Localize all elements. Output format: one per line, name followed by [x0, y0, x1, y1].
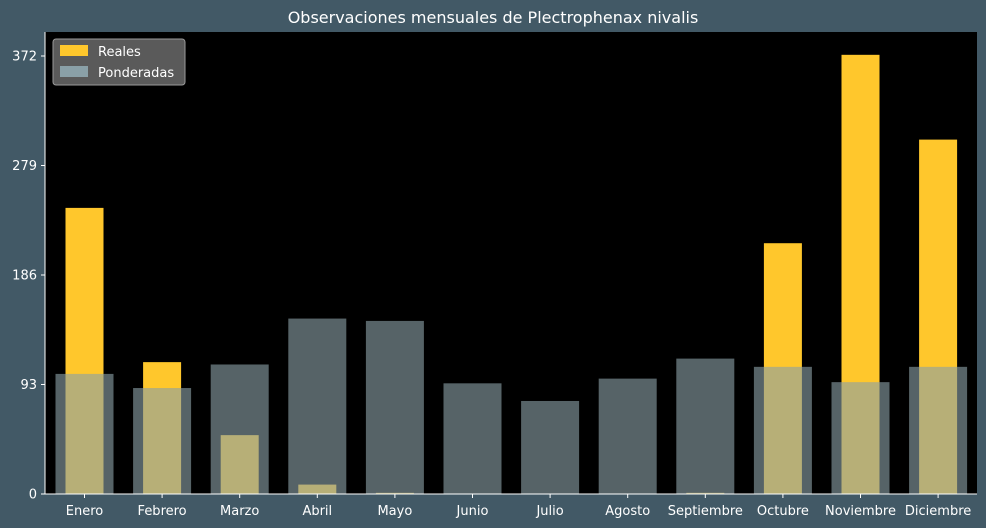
legend-swatch-ponderadas	[60, 66, 88, 77]
legend: Reales Ponderadas	[52, 38, 186, 86]
x-tick-label-mayo: Mayo	[377, 504, 412, 519]
x-tick-label-julio: Julio	[535, 504, 563, 519]
bar-ponderadas-agosto	[598, 378, 657, 494]
x-tick-label-diciembre: Diciembre	[905, 504, 971, 519]
bar-ponderadas-enero	[55, 373, 114, 494]
x-tick-label-octubre: Octubre	[757, 504, 809, 519]
bar-ponderadas-abril	[288, 318, 347, 494]
x-tick-label-enero: Enero	[66, 504, 104, 519]
plot-area	[45, 32, 977, 494]
series-ponderadas-bars	[55, 318, 968, 494]
y-tick-label-279: 279	[12, 159, 37, 174]
bar-ponderadas-julio	[521, 400, 580, 494]
bar-ponderadas-febrero	[133, 388, 192, 494]
x-tick-label-septiembre: Septiembre	[668, 504, 743, 519]
x-tick-label-noviembre: Noviembre	[825, 504, 896, 519]
axes: 0 93 186 279 372 Enero Febrero Marzo Abril Mayo Ju…	[12, 32, 977, 519]
y-tick-label-372: 372	[12, 50, 37, 65]
bar-ponderadas-septiembre	[676, 358, 735, 494]
legend-swatch-reales	[60, 45, 88, 56]
y-tick-label-186: 186	[12, 269, 37, 284]
y-tick-label-93: 93	[20, 378, 37, 393]
x-tick-label-junio: Junio	[456, 504, 489, 519]
legend-label-reales: Reales	[98, 45, 141, 60]
x-tick-label-marzo: Marzo	[220, 504, 259, 519]
bar-ponderadas-octubre	[753, 366, 812, 494]
bar-ponderadas-junio	[443, 383, 502, 494]
x-tick-label-abril: Abril	[302, 504, 332, 519]
bar-ponderadas-mayo	[365, 320, 424, 494]
bar-ponderadas-marzo	[210, 364, 269, 494]
bar-ponderadas-diciembre	[909, 366, 968, 494]
bar-ponderadas-noviembre	[831, 382, 890, 494]
x-tick-label-agosto: Agosto	[605, 504, 650, 519]
y-tick-label-0: 0	[29, 488, 37, 503]
x-tick-label-febrero: Febrero	[138, 504, 187, 519]
legend-label-ponderadas: Ponderadas	[98, 66, 174, 81]
chart-title: Observaciones mensuales de Plectrophenax…	[288, 8, 699, 27]
